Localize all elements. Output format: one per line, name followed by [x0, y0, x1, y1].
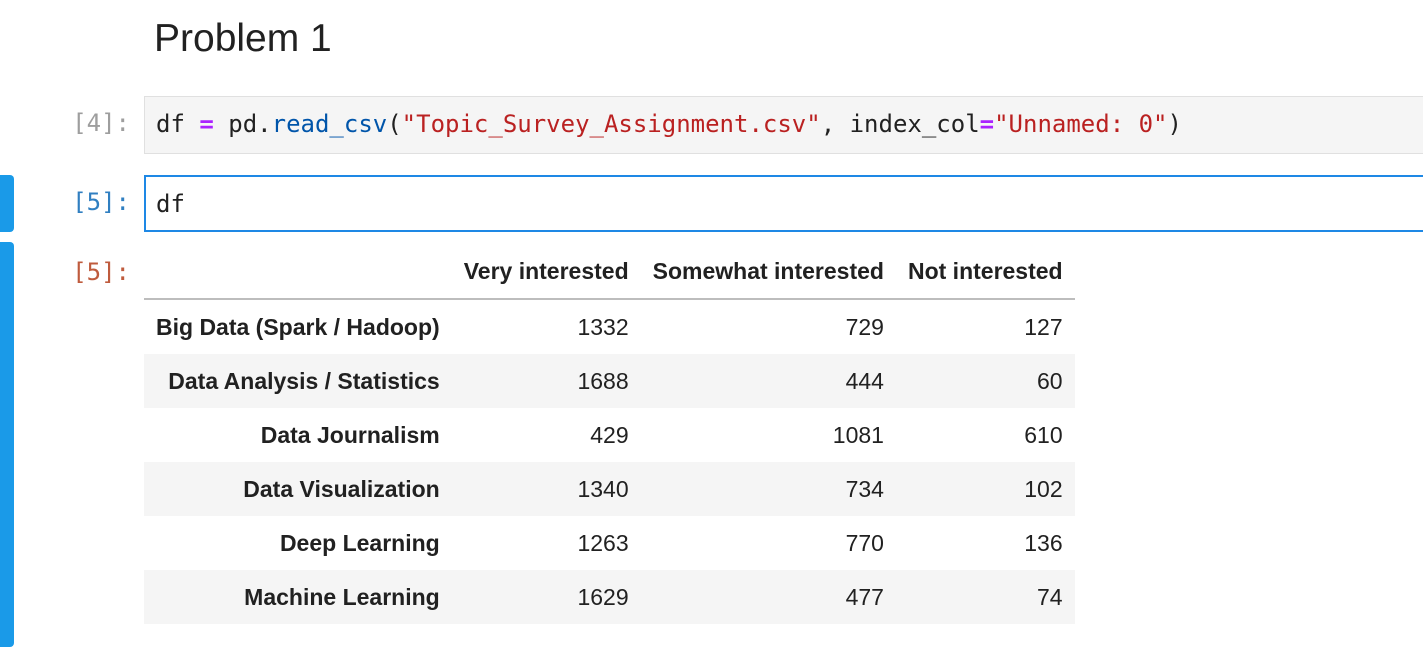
code-editor-cell-2[interactable]: df — [144, 175, 1423, 232]
table-cell: 1688 — [577, 367, 629, 394]
row-index-label: Data Analysis / Statistics — [168, 367, 440, 394]
table-row: Data Journalism 429 1081 610 — [144, 408, 1075, 462]
code-token-variable: df — [156, 110, 185, 138]
table-cell: 1263 — [577, 529, 629, 556]
table-cell: 734 — [845, 475, 884, 502]
output-prompt-cell-2: [5]: — [72, 258, 130, 286]
code-token-variable: df — [156, 190, 185, 218]
code-token-kw-operator: = — [979, 110, 995, 138]
input-prompt-cell-2: [5]: — [72, 188, 130, 216]
table-cell: 770 — [845, 529, 884, 556]
row-index-label: Deep Learning — [279, 529, 440, 556]
row-index-label: Data Journalism — [260, 421, 440, 448]
table-cell: 136 — [1024, 529, 1063, 556]
column-header: Somewhat interested — [640, 244, 896, 300]
column-header: Not interested — [895, 244, 1075, 300]
dataframe-table: Very interested Somewhat interested Not … — [144, 244, 1075, 624]
table-row: Deep Learning 1263 770 136 — [144, 516, 1075, 570]
row-index-label: Machine Learning — [244, 583, 440, 610]
code-token-operator: = — [199, 110, 214, 138]
table-cell: 1332 — [577, 313, 629, 340]
table-cell: 74 — [1037, 583, 1063, 610]
index-header — [144, 244, 452, 300]
table-cell: 1629 — [577, 583, 629, 610]
table-cell: 1340 — [577, 475, 629, 502]
table-header-row: Very interested Somewhat interested Not … — [144, 244, 1075, 300]
input-collapser[interactable] — [0, 175, 14, 232]
code-token-dot: . — [257, 110, 272, 138]
code-editor-cell-1[interactable]: df = pd.read_csv("Topic_Survey_Assignmen… — [144, 96, 1423, 154]
table-row: Big Data (Spark / Hadoop) 1332 729 127 — [144, 299, 1075, 354]
table-cell: 729 — [845, 313, 884, 340]
table-row: Machine Learning 1629 477 74 — [144, 570, 1075, 624]
code-token-string-value: "Unnamed: 0" — [994, 110, 1168, 138]
code-token-kwarg: index_col — [849, 110, 980, 138]
code-token-function: read_csv — [271, 110, 388, 138]
markdown-heading: Problem 1 — [154, 17, 332, 60]
code-token-open-paren: ( — [387, 110, 402, 138]
table-cell: 1081 — [832, 421, 884, 448]
code-token-module: pd — [228, 110, 258, 138]
table-cell: 477 — [845, 583, 884, 610]
input-prompt-cell-1: [4]: — [72, 109, 130, 137]
code-token-comma: , — [820, 110, 850, 138]
table-cell: 444 — [845, 367, 884, 394]
table-row: Data Visualization 1340 734 102 — [144, 462, 1075, 516]
row-index-label: Data Visualization — [243, 475, 440, 502]
table-cell: 610 — [1024, 421, 1063, 448]
table-row: Data Analysis / Statistics 1688 444 60 — [144, 354, 1075, 408]
output-collapser[interactable] — [0, 242, 14, 647]
row-index-label: Big Data (Spark / Hadoop) — [156, 313, 440, 340]
table-cell: 60 — [1037, 367, 1063, 394]
column-header: Very interested — [451, 244, 641, 300]
code-token-close-paren: ) — [1167, 110, 1182, 138]
table-cell: 429 — [590, 421, 629, 448]
table-cell: 127 — [1024, 313, 1063, 340]
table-cell: 102 — [1024, 475, 1063, 502]
code-token-string-path: "Topic_Survey_Assignment.csv" — [401, 110, 821, 138]
